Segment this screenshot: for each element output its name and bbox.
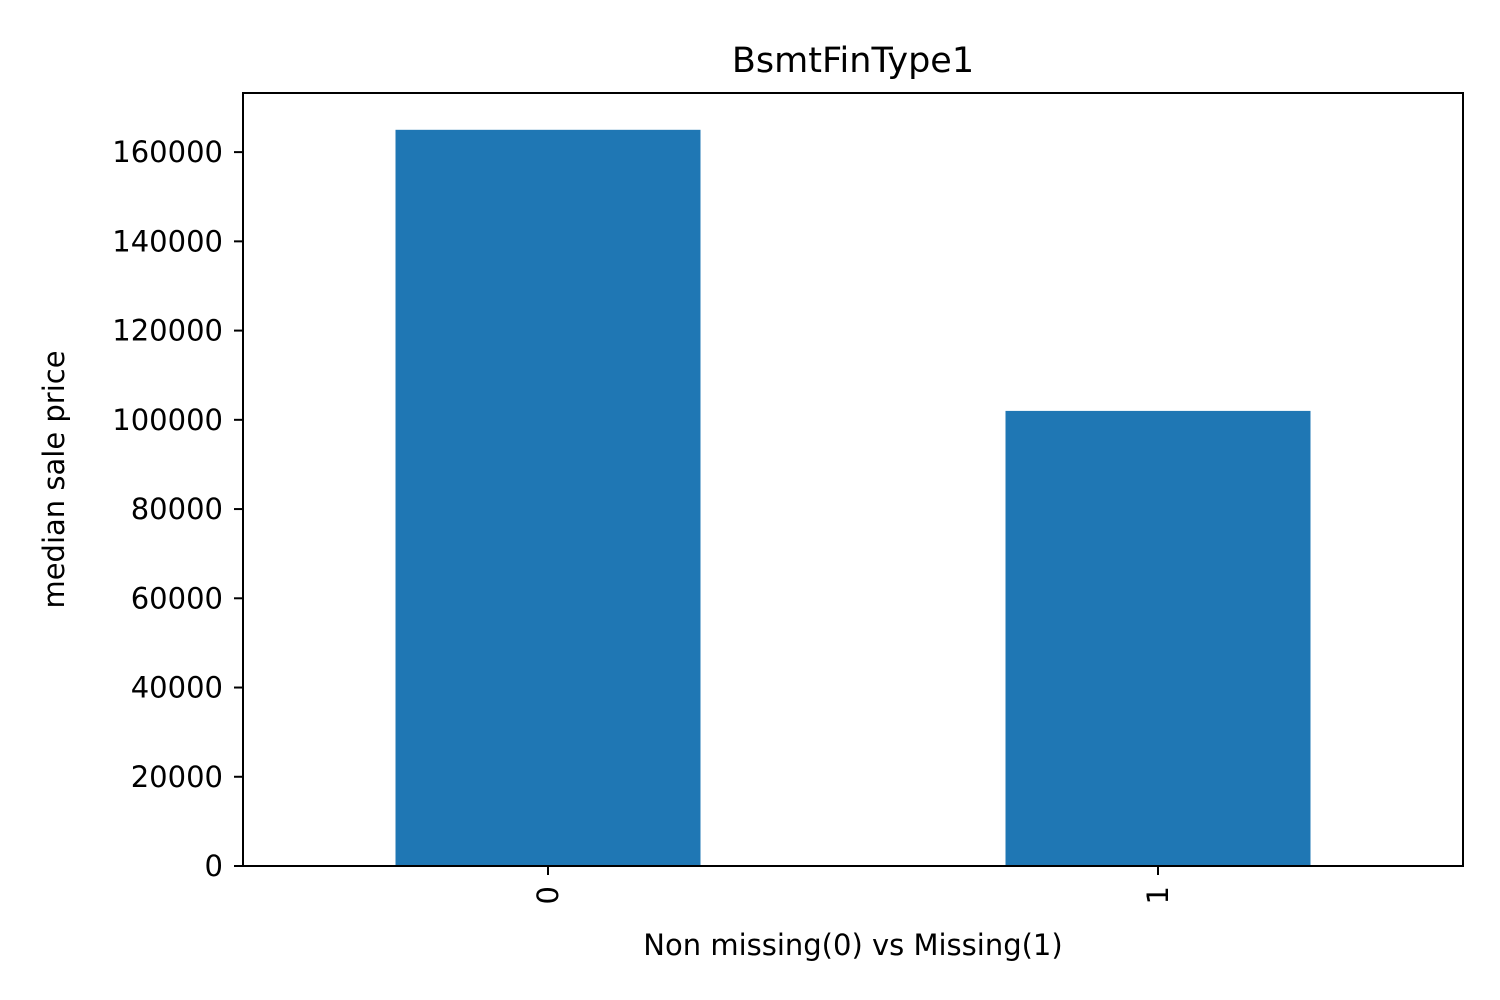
y-tick-label: 100000: [112, 403, 223, 437]
y-tick-label: 40000: [131, 671, 223, 705]
y-axis: 0 20000 40000 60000 80000 100000 120000 140000 1…: [112, 135, 243, 883]
bar-1: [1005, 410, 1311, 866]
y-tick-label: 0: [205, 849, 223, 883]
x-tick-label: 1: [1141, 886, 1175, 904]
bars: [395, 129, 1311, 867]
y-tick-label: 160000: [112, 135, 223, 169]
plot-frame: [242, 92, 1464, 867]
y-tick-label: 120000: [112, 314, 223, 348]
bar-0: [395, 129, 701, 867]
chart-title: BsmtFinType1: [732, 41, 974, 81]
y-tick-label: 60000: [131, 581, 223, 615]
y-tick-label: 80000: [131, 492, 223, 526]
x-tick-label: 0: [531, 886, 565, 904]
y-tick-label: 140000: [112, 224, 223, 258]
y-axis-title: median sale price: [37, 350, 71, 608]
y-tick-label: 20000: [131, 760, 223, 794]
x-axis-title: Non missing(0) vs Missing(1): [643, 928, 1062, 962]
